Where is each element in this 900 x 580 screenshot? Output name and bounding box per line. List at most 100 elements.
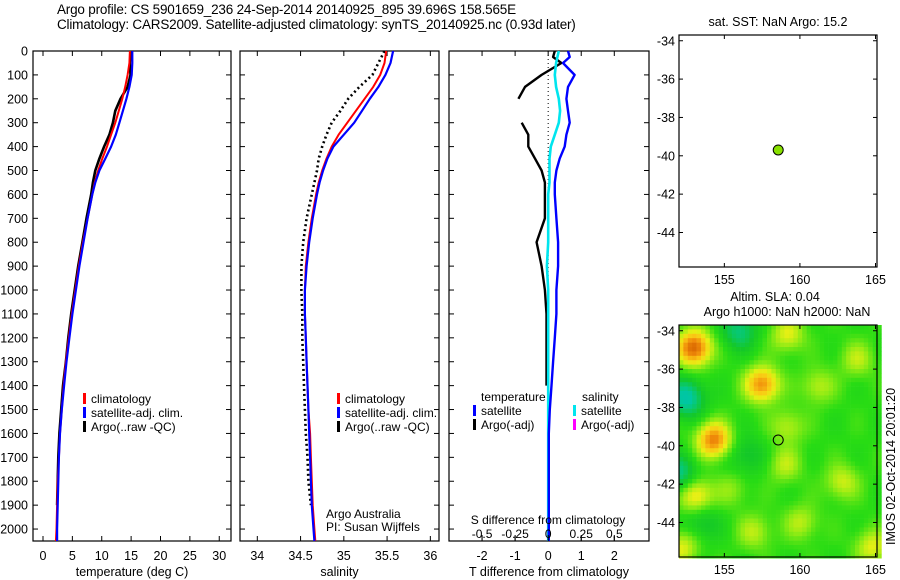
heatmap-cell bbox=[687, 351, 693, 357]
heatmap-cell bbox=[731, 474, 737, 480]
heatmap-cell bbox=[819, 514, 825, 519]
heatmap-cell bbox=[723, 347, 728, 352]
heatmap-cell bbox=[828, 487, 834, 493]
heatmap-cell bbox=[872, 536, 878, 541]
heatmap-cell bbox=[775, 329, 781, 335]
heatmap-cell bbox=[828, 351, 834, 357]
heatmap-cell bbox=[811, 514, 816, 519]
heatmap-cell bbox=[824, 457, 829, 462]
y-tick-label: 0 bbox=[21, 45, 28, 59]
heatmap-cell bbox=[727, 523, 733, 528]
heatmap-cell bbox=[758, 325, 763, 330]
heatmap-cell bbox=[846, 391, 851, 396]
heatmap-cell bbox=[850, 540, 856, 546]
heatmap-cell bbox=[841, 347, 847, 352]
heatmap-cell bbox=[731, 338, 737, 343]
heatmap-cell bbox=[740, 342, 746, 348]
heatmap-cell bbox=[705, 382, 711, 387]
heatmap-cell bbox=[692, 448, 697, 453]
heatmap-cell bbox=[789, 351, 794, 357]
heatmap-cell bbox=[736, 342, 741, 348]
heatmap-cell bbox=[705, 545, 711, 550]
heatmap-cell bbox=[767, 457, 772, 462]
heatmap-cell bbox=[767, 413, 772, 418]
heatmap-cell bbox=[714, 426, 719, 431]
heatmap-cell bbox=[846, 355, 851, 361]
heatmap-cell bbox=[731, 509, 737, 515]
x-axis-label: T difference from climatology bbox=[469, 565, 630, 579]
heatmap-cell bbox=[872, 408, 878, 414]
heatmap-cell bbox=[811, 399, 816, 405]
heatmap-cell bbox=[705, 448, 711, 453]
heatmap-cell bbox=[749, 382, 755, 387]
heatmap-cell bbox=[877, 501, 882, 506]
heatmap-cell bbox=[687, 404, 693, 409]
heatmap-cell bbox=[705, 457, 711, 462]
heatmap-cell bbox=[863, 553, 869, 559]
heatmap-cell bbox=[692, 421, 697, 427]
heatmap-cell bbox=[705, 553, 711, 559]
heatmap-cell bbox=[753, 452, 759, 458]
heatmap-cell bbox=[780, 364, 785, 370]
heatmap-cell bbox=[819, 325, 825, 330]
heatmap-cell bbox=[819, 461, 825, 467]
heatmap-cell bbox=[723, 457, 728, 462]
heatmap-cell bbox=[687, 426, 693, 431]
heatmap-cell bbox=[824, 395, 829, 401]
heatmap-cell bbox=[714, 496, 719, 502]
heatmap-cell bbox=[815, 351, 821, 357]
heatmap-cell bbox=[815, 509, 821, 515]
heatmap-cell bbox=[775, 421, 781, 427]
heatmap-cell bbox=[683, 342, 689, 348]
heatmap-cell bbox=[793, 355, 799, 361]
heatmap-cell bbox=[811, 505, 816, 511]
heatmap-cell bbox=[859, 448, 865, 453]
heatmap-cell bbox=[863, 483, 869, 489]
heatmap-cell bbox=[775, 399, 781, 405]
heatmap-cell bbox=[859, 487, 865, 493]
heatmap-cell bbox=[714, 360, 719, 365]
heatmap-cell bbox=[863, 399, 869, 405]
heatmap-cell bbox=[877, 408, 882, 414]
heatmap-cell bbox=[762, 483, 768, 489]
heatmap-cell bbox=[701, 347, 706, 352]
heatmap-cell bbox=[679, 492, 684, 497]
heatmap-cell bbox=[723, 430, 728, 436]
heatmap-cell bbox=[802, 435, 807, 440]
heatmap-cell bbox=[705, 421, 711, 427]
heatmap-cell bbox=[758, 518, 763, 524]
heatmap-cell bbox=[872, 369, 878, 374]
heatmap-cell bbox=[736, 545, 741, 550]
heatmap-cell bbox=[850, 496, 856, 502]
heatmap-cell bbox=[806, 536, 812, 541]
heatmap-cell bbox=[709, 338, 715, 343]
heatmap-cell bbox=[863, 373, 869, 379]
heatmap-cell bbox=[841, 395, 847, 401]
heatmap-cell bbox=[714, 421, 719, 427]
heatmap-cell bbox=[687, 391, 693, 396]
heatmap-cell bbox=[745, 391, 750, 396]
heatmap-cell bbox=[749, 457, 755, 462]
heatmap-cell bbox=[753, 421, 759, 427]
heatmap-cell bbox=[868, 351, 873, 357]
heatmap-cell bbox=[846, 338, 851, 343]
heatmap-cell bbox=[731, 333, 737, 339]
heatmap-cell bbox=[731, 413, 737, 418]
heatmap-cell bbox=[833, 404, 838, 409]
heatmap-cell bbox=[762, 518, 768, 524]
heatmap-cell bbox=[868, 492, 873, 497]
heatmap-cell bbox=[775, 470, 781, 475]
heatmap-cell bbox=[815, 377, 821, 383]
heatmap-cell bbox=[687, 342, 693, 348]
heatmap-cell bbox=[687, 435, 693, 440]
heatmap-cell bbox=[727, 373, 733, 379]
heatmap-cell bbox=[806, 509, 812, 515]
heatmap-cell bbox=[793, 448, 799, 453]
heatmap-cell bbox=[850, 360, 856, 365]
y-tick-label: 1000 bbox=[0, 284, 28, 298]
heatmap-cell bbox=[753, 342, 759, 348]
heatmap-cell bbox=[705, 430, 711, 436]
heatmap-cell bbox=[784, 369, 790, 374]
heatmap-cell bbox=[815, 448, 821, 453]
heatmap-cell bbox=[714, 536, 719, 541]
